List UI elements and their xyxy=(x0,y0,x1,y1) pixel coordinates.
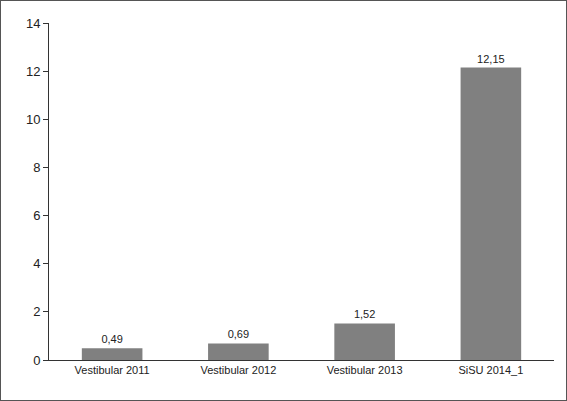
svg-text:0,49: 0,49 xyxy=(101,333,122,345)
svg-text:SiSU 2014_1: SiSU 2014_1 xyxy=(458,364,523,376)
svg-text:Vestibular 2012: Vestibular 2012 xyxy=(200,364,276,376)
svg-text:8: 8 xyxy=(33,160,40,175)
svg-text:12,15: 12,15 xyxy=(477,53,505,65)
svg-text:0,69: 0,69 xyxy=(228,328,249,340)
svg-text:12: 12 xyxy=(26,64,40,79)
svg-text:2: 2 xyxy=(33,304,40,319)
svg-text:6: 6 xyxy=(33,208,40,223)
svg-text:10: 10 xyxy=(26,112,40,127)
svg-text:Vestibular 2011: Vestibular 2011 xyxy=(75,364,150,376)
svg-text:1,52: 1,52 xyxy=(354,308,375,320)
svg-text:4: 4 xyxy=(33,256,40,271)
svg-text:0: 0 xyxy=(33,353,40,368)
svg-text:14: 14 xyxy=(26,16,40,31)
svg-text:Vestibular 2013: Vestibular 2013 xyxy=(327,364,403,376)
